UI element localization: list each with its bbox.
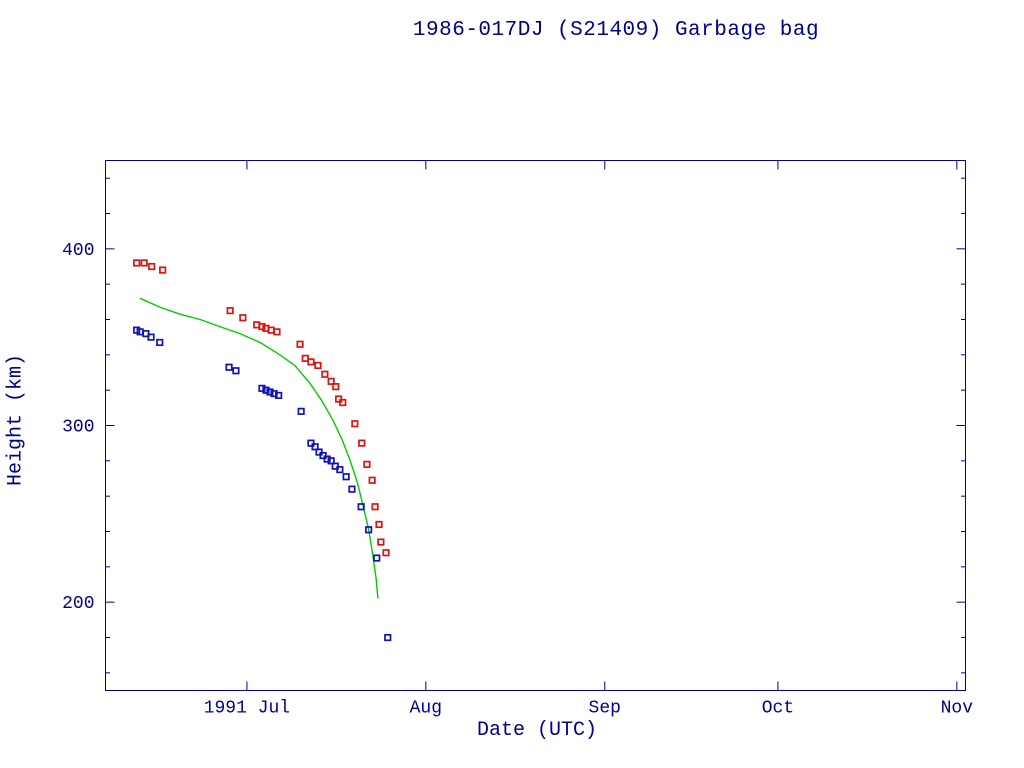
- plot-border: [105, 160, 966, 691]
- apogee-height-point: [296, 340, 304, 348]
- apogee-height-point: [375, 520, 383, 529]
- apogee-height-point: [140, 259, 148, 267]
- y-tick-label: 200: [62, 594, 94, 614]
- perigee-height-point: [327, 457, 335, 465]
- perigee-height-point: [311, 443, 319, 451]
- apogee-height-point: [339, 398, 347, 407]
- perigee-height-point: [384, 633, 392, 642]
- apogee-height-point: [382, 549, 390, 557]
- perigee-height-point: [365, 526, 373, 534]
- apogee-height-point: [314, 361, 322, 370]
- apogee-height-point: [239, 314, 247, 322]
- perigee-height-point: [270, 390, 278, 398]
- chart-title: 1986-017DJ (S21409) Garbage bag: [412, 19, 820, 42]
- apogee-height-point: [321, 370, 329, 378]
- apogee-height-point: [371, 503, 379, 511]
- apogee-height-point: [267, 326, 275, 334]
- perigee-height-point: [373, 554, 381, 562]
- apogee-height-point: [363, 460, 371, 468]
- apogee-height-point: [351, 420, 359, 428]
- apogee-height-point: [133, 259, 141, 267]
- perigee-height-point: [275, 391, 283, 400]
- y-tick-label: 300: [62, 418, 94, 438]
- perigee-height-point: [336, 466, 344, 474]
- apogee-height-point: [358, 439, 366, 447]
- x-tick-label: Aug: [410, 699, 442, 719]
- perigee-height-point: [342, 473, 350, 481]
- predicted-decay-curve: [139, 297, 379, 599]
- apogee-height-point: [377, 538, 385, 546]
- apogee-height-point: [307, 358, 315, 366]
- perigee-height-point: [297, 407, 305, 415]
- apogee-height-point: [148, 262, 156, 271]
- apogee-height-point: [332, 383, 340, 391]
- perigee-height-point: [357, 503, 365, 511]
- x-tick-label: Sep: [589, 699, 621, 719]
- perigee-height-point: [258, 384, 266, 392]
- perigee-height-point: [348, 485, 356, 493]
- apogee-height-point: [273, 328, 281, 336]
- x-tick-label: 1991 Jul: [204, 699, 290, 719]
- perigee-height-point: [266, 388, 274, 396]
- perigee-height-point: [147, 333, 155, 341]
- apogee-height-point: [159, 266, 167, 274]
- apogee-height-point: [258, 322, 266, 331]
- apogee-height-point: [301, 354, 309, 362]
- apogee-height-point: [368, 476, 376, 484]
- perigee-height-point: [323, 455, 331, 463]
- perigee-height-point: [156, 338, 164, 347]
- perigee-height-point: [232, 367, 240, 375]
- perigee-height-point: [262, 386, 270, 394]
- x-axis-label: Date (UTC): [476, 719, 598, 742]
- x-tick-label: Oct: [762, 699, 794, 719]
- perigee-height-point: [225, 363, 233, 371]
- apogee-height-point: [327, 377, 335, 385]
- apogee-height-point: [226, 307, 234, 315]
- y-tick-label: 400: [62, 241, 94, 261]
- x-tick-label: Nov: [941, 699, 974, 719]
- perigee-height-point: [307, 439, 315, 447]
